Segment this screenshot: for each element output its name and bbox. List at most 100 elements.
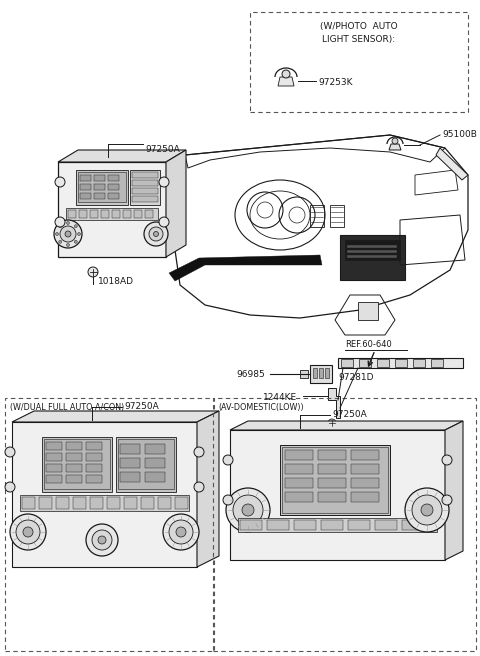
Bar (66, 453, 82, 461)
Bar (175, 497, 188, 509)
Polygon shape (12, 411, 219, 422)
Circle shape (10, 514, 46, 550)
Bar (108, 175, 119, 181)
Circle shape (223, 455, 233, 465)
Text: 95100B: 95100B (442, 130, 477, 139)
Bar (46, 475, 62, 483)
Bar (285, 492, 313, 502)
Bar (300, 370, 308, 378)
Polygon shape (278, 77, 294, 86)
Bar (318, 478, 346, 488)
Bar (294, 520, 316, 530)
Bar (107, 497, 120, 509)
Circle shape (149, 227, 163, 241)
Bar (66, 208, 158, 220)
Bar (340, 235, 405, 280)
Text: 97250A: 97250A (332, 410, 367, 419)
Circle shape (163, 514, 199, 550)
Circle shape (59, 240, 62, 243)
Bar (80, 184, 91, 190)
Bar (39, 497, 52, 509)
Bar (12, 422, 197, 567)
Bar (347, 245, 397, 248)
Bar (351, 492, 379, 502)
Polygon shape (436, 148, 468, 180)
Bar (78, 172, 126, 202)
Bar (56, 497, 69, 509)
Circle shape (242, 504, 254, 516)
Bar (108, 184, 119, 190)
Bar (108, 193, 119, 199)
Bar (132, 172, 158, 178)
Circle shape (67, 243, 70, 247)
Bar (46, 453, 62, 461)
Bar (351, 464, 379, 474)
Circle shape (282, 70, 290, 78)
Bar (321, 520, 343, 530)
Text: 97250A: 97250A (145, 144, 180, 154)
Circle shape (412, 495, 442, 525)
Bar (313, 368, 317, 378)
Text: (W/DUAL FULL AUTO A/CON): (W/DUAL FULL AUTO A/CON) (10, 403, 124, 412)
Bar (402, 520, 424, 530)
Bar (158, 497, 171, 509)
Circle shape (55, 177, 65, 187)
Bar (318, 492, 346, 502)
Bar (94, 193, 105, 199)
Bar (22, 497, 35, 509)
Circle shape (5, 447, 15, 457)
Polygon shape (328, 388, 340, 418)
Bar (94, 184, 105, 190)
Bar (431, 359, 443, 367)
Circle shape (5, 482, 15, 492)
Bar (132, 188, 158, 194)
Bar (310, 365, 332, 383)
Bar (130, 170, 160, 205)
Bar (280, 445, 390, 515)
Circle shape (169, 520, 193, 544)
Bar (310, 205, 324, 227)
Bar (86, 453, 102, 461)
Bar (66, 475, 82, 483)
Bar (86, 475, 102, 483)
Bar (318, 450, 346, 460)
Circle shape (226, 488, 270, 532)
Text: 97281D: 97281D (338, 373, 373, 382)
Text: 1244KE: 1244KE (263, 393, 297, 402)
Bar (123, 210, 131, 218)
Circle shape (442, 495, 452, 505)
Bar (44, 439, 110, 489)
Bar (330, 205, 344, 227)
Bar (238, 518, 437, 532)
Circle shape (194, 447, 204, 457)
Circle shape (67, 222, 70, 224)
Bar (90, 210, 98, 218)
Bar (351, 450, 379, 460)
Bar (145, 444, 165, 454)
Circle shape (442, 455, 452, 465)
Bar (116, 437, 176, 492)
Bar (267, 520, 289, 530)
Bar (132, 180, 158, 186)
Bar (375, 520, 397, 530)
Bar (319, 368, 323, 378)
Polygon shape (197, 411, 219, 567)
Bar (413, 359, 425, 367)
Bar (141, 497, 154, 509)
Text: 96985: 96985 (236, 370, 265, 379)
Bar (90, 497, 103, 509)
Bar (79, 210, 87, 218)
Circle shape (176, 527, 186, 537)
Circle shape (59, 225, 62, 228)
Bar (145, 210, 153, 218)
Bar (345, 240, 400, 260)
Circle shape (154, 232, 158, 237)
Circle shape (88, 267, 98, 277)
Text: REF.60-640: REF.60-640 (345, 340, 392, 349)
Text: 97253K: 97253K (318, 78, 352, 87)
Bar (68, 210, 76, 218)
Bar (80, 193, 91, 199)
Polygon shape (445, 421, 463, 560)
Bar (124, 497, 137, 509)
Bar (358, 302, 378, 320)
